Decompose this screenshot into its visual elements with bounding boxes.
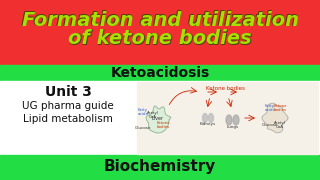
Bar — [0, 65, 320, 81]
Ellipse shape — [203, 114, 207, 123]
Polygon shape — [262, 103, 288, 133]
Text: Formation and utilization: Formation and utilization — [22, 11, 299, 30]
Text: Lipid metabolism: Lipid metabolism — [23, 114, 113, 124]
Text: of ketone bodies: of ketone bodies — [68, 29, 251, 48]
Bar — [0, 0, 320, 65]
Text: Ketone bodies: Ketone bodies — [205, 87, 244, 91]
Text: Liver: Liver — [152, 116, 164, 122]
Ellipse shape — [226, 115, 232, 125]
Text: Formation and utilization: Formation and utilization — [21, 10, 298, 29]
Text: Biochemistry: Biochemistry — [104, 159, 216, 174]
Text: Ketoacidosis: Ketoacidosis — [110, 66, 210, 80]
Bar — [137, 82, 318, 154]
Text: Kidneys: Kidneys — [200, 122, 216, 126]
Text: Acetyl
CoA: Acetyl CoA — [147, 111, 159, 119]
Ellipse shape — [209, 114, 213, 123]
Bar — [0, 81, 320, 155]
Text: Fatty
acids: Fatty acids — [138, 108, 148, 116]
Text: Ketone
bodies: Ketone bodies — [156, 121, 170, 129]
Text: of ketone bodies: of ketone bodies — [69, 29, 252, 48]
Text: of ketone bodies: of ketone bodies — [68, 30, 252, 48]
Text: Formation and utilization: Formation and utilization — [22, 10, 299, 29]
Text: Fatty
acids: Fatty acids — [265, 104, 275, 112]
Text: Formation and utilization: Formation and utilization — [21, 10, 299, 30]
Text: Unit 3: Unit 3 — [44, 85, 92, 99]
Text: of ketone bodies: of ketone bodies — [68, 30, 251, 49]
Bar — [0, 155, 320, 180]
Text: Ketone
bodies: Ketone bodies — [273, 104, 287, 112]
Text: UG pharma guide: UG pharma guide — [22, 101, 114, 111]
Text: Glucose: Glucose — [135, 126, 151, 130]
Text: Acetyl
CoA: Acetyl CoA — [274, 121, 286, 129]
Polygon shape — [146, 106, 171, 133]
Text: Formation and utilization: Formation and utilization — [21, 11, 298, 30]
Ellipse shape — [233, 115, 239, 125]
Text: of ketone bodies: of ketone bodies — [69, 30, 252, 49]
Text: Lungs: Lungs — [227, 125, 239, 129]
Text: Glucose: Glucose — [262, 123, 278, 127]
